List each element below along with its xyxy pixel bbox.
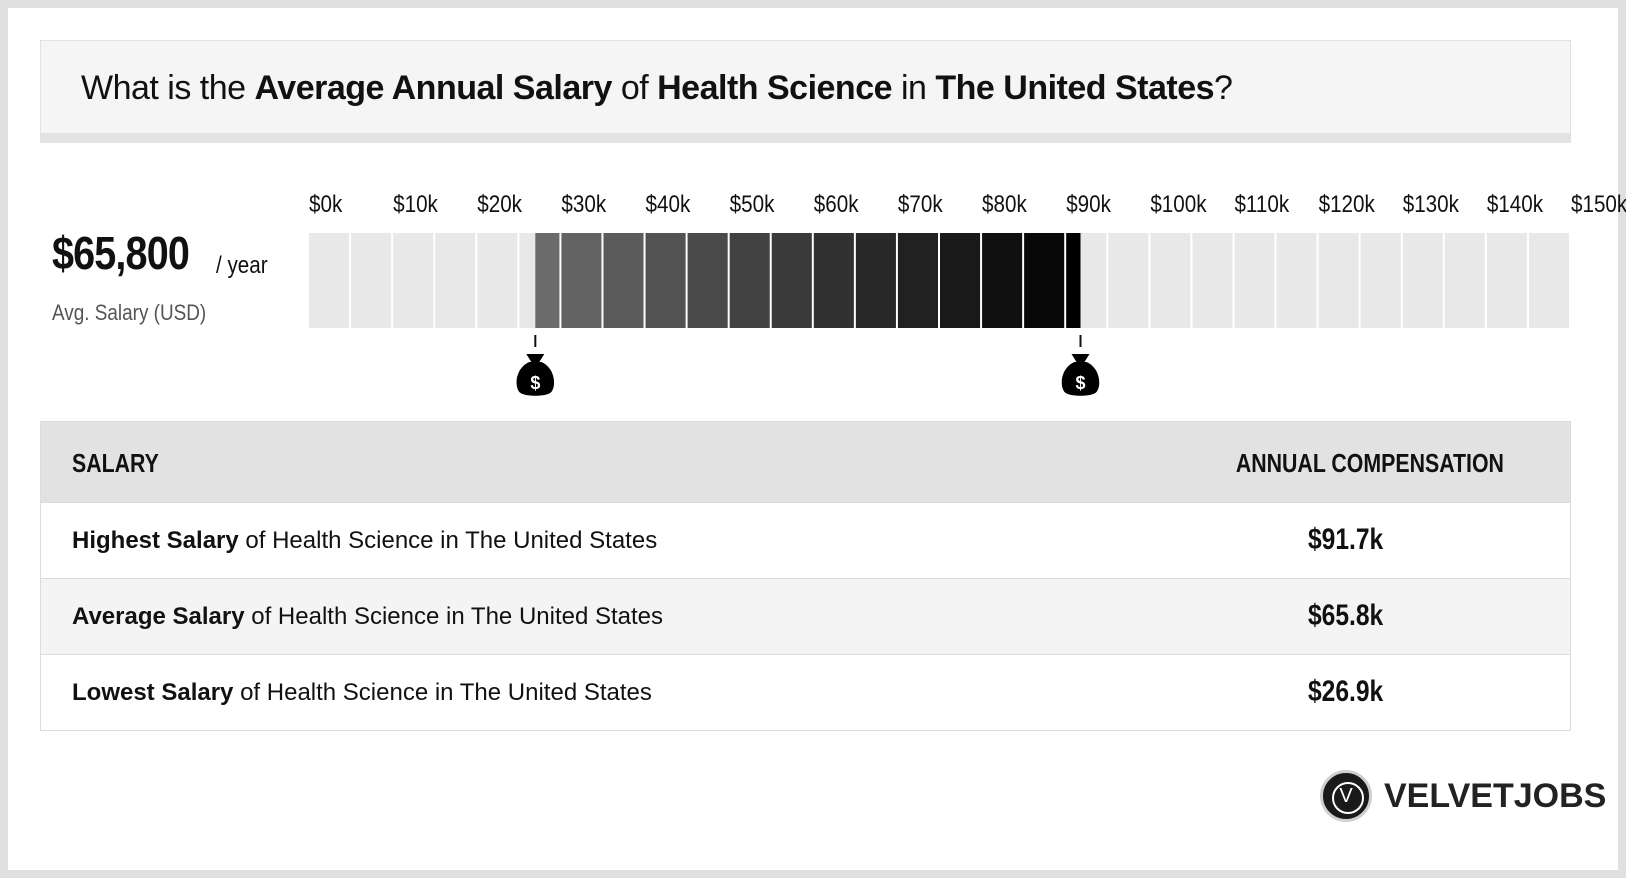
track-cell (435, 233, 476, 328)
tick-label: $90k (1066, 191, 1111, 218)
table-row: Lowest Salary of Health Science in The U… (41, 654, 1570, 730)
salary-table: SALARY ANNUAL COMPENSATION Highest Salar… (40, 421, 1571, 731)
range-bar-segment (561, 233, 602, 328)
track-cell (1360, 233, 1401, 328)
range-bar-segment (603, 233, 644, 328)
tick-label: $40k (646, 191, 691, 218)
range-bar-segment (771, 233, 812, 328)
average-salary-label: Avg. Salary (USD) (52, 300, 207, 325)
average-salary-unit: / year (216, 252, 268, 279)
range-bar-segment (729, 233, 770, 328)
tick-label: $60k (814, 191, 859, 218)
title-box: What is the Average Annual Salary of Hea… (40, 40, 1571, 143)
tick-label: $150k+ (1571, 191, 1626, 218)
track-cell (1234, 233, 1275, 328)
range-bar-segment (897, 233, 938, 328)
range-bar-segment (813, 233, 854, 328)
track-cell (477, 233, 518, 328)
salary-range-chart: $0k $10k $20k $30k $40k $50k $60k $70k $80k $90k $… (309, 191, 1626, 396)
table-row: Average Salary of Health Science in The … (41, 578, 1570, 654)
track-cell (1192, 233, 1233, 328)
brand-name: VELVETJOBS (1384, 777, 1607, 815)
tick-label: $80k (982, 191, 1027, 218)
range-bar-segment (1066, 233, 1081, 328)
row-label: Average Salary of Health Science in The … (72, 603, 664, 630)
track-cell (1528, 233, 1569, 328)
row-label: Highest Salary of Health Science in The … (72, 527, 658, 554)
tick-label: $50k (730, 191, 775, 218)
average-salary-value: $65,800 (52, 227, 190, 279)
row-label: Lowest Salary of Health Science in The U… (72, 679, 652, 706)
track-cell (1402, 233, 1443, 328)
velvetjobs-logo-icon: V (1320, 770, 1372, 822)
range-bar-segment (1024, 233, 1065, 328)
range-bar-segment (645, 233, 686, 328)
row-value: $91.7k (1308, 523, 1384, 556)
header-annual-compensation: ANNUAL COMPENSATION (1235, 448, 1504, 478)
marker-symbol: $ (1075, 373, 1085, 393)
range-bar-segment (535, 233, 560, 328)
tick-label: $120k (1319, 191, 1376, 218)
range-bar-segment (855, 233, 896, 328)
track-cell (393, 233, 434, 328)
table-header: SALARY ANNUAL COMPENSATION (41, 422, 1570, 502)
tick-label: $140k (1487, 191, 1544, 218)
header-salary: SALARY (72, 448, 159, 478)
range-bar-segment (982, 233, 1023, 328)
tick-label: $0k (309, 191, 343, 218)
track-cell (1108, 233, 1149, 328)
tick-label: $20k (477, 191, 522, 218)
table-row: Highest Salary of Health Science in The … (41, 502, 1570, 578)
money-bag-icon: $ (1061, 354, 1100, 396)
track-cell (1276, 233, 1317, 328)
track-cell (351, 233, 392, 328)
tick-label: $10k (393, 191, 438, 218)
range-bar-segment (687, 233, 728, 328)
velvetjobs-brand[interactable]: V VELVETJOBS (1320, 770, 1606, 826)
track-cell (309, 233, 350, 328)
track-cell (1318, 233, 1359, 328)
track-cell (1486, 233, 1527, 328)
track-cell (1444, 233, 1485, 328)
tick-label: $100k (1150, 191, 1207, 218)
tick-label: $70k (898, 191, 943, 218)
marker-symbol: $ (530, 373, 540, 393)
track-cell (1150, 233, 1191, 328)
money-bag-icon: $ (516, 354, 555, 396)
range-bar-segment (940, 233, 981, 328)
tick-label: $110k (1234, 191, 1289, 218)
tick-label: $130k (1403, 191, 1460, 218)
row-value: $65.8k (1308, 599, 1384, 632)
row-value: $26.9k (1308, 675, 1384, 708)
tick-label: $30k (561, 191, 606, 218)
page-title: What is the Average Annual Salary of Hea… (81, 69, 1233, 107)
